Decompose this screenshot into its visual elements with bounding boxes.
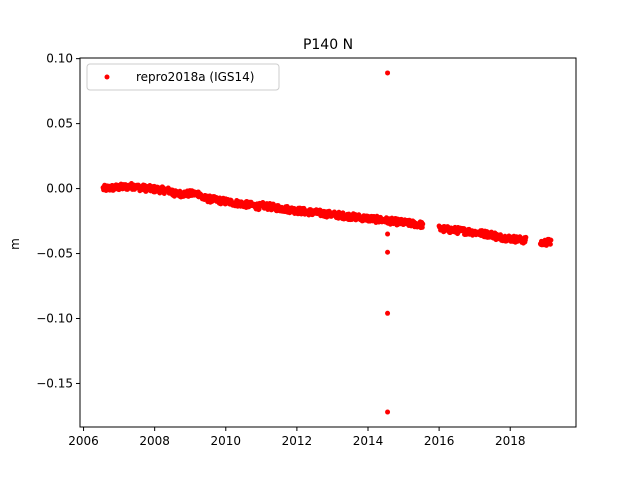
outlier-point (385, 70, 391, 76)
legend-box (86, 63, 280, 91)
y-tick-label: −0.05 (36, 247, 73, 261)
y-tick-label: −0.15 (36, 376, 73, 390)
x-tick-label: 2018 (495, 434, 526, 448)
x-tick-label: 2014 (353, 434, 384, 448)
legend-label: repro2018a (IGS14) (136, 70, 254, 84)
data-point (420, 221, 426, 227)
y-tick-label: −0.10 (36, 312, 73, 326)
x-tick-label: 2010 (211, 434, 242, 448)
data-point (548, 237, 554, 243)
legend: repro2018a (IGS14) (86, 63, 280, 91)
x-tick-label: 2008 (139, 434, 170, 448)
y-tick-label: 0.10 (46, 52, 73, 66)
y-tick-label: 0.00 (46, 182, 73, 196)
x-tick-label: 2012 (282, 434, 313, 448)
x-tick-label: 2006 (68, 434, 99, 448)
outlier-point (385, 249, 391, 255)
data-points (100, 70, 554, 415)
plot-frame (79, 57, 577, 428)
data-point (523, 234, 529, 240)
data-point (340, 210, 346, 216)
outlier-point (385, 409, 391, 415)
outlier-point (385, 310, 391, 316)
y-axis-label: m (8, 238, 22, 250)
y-tick-label: 0.05 (46, 117, 73, 131)
data-point (547, 241, 553, 247)
x-tick-label: 2016 (424, 434, 455, 448)
y-axis-ticks: 0.10 0.05 0.00 −0.05 −0.10 −0.15 (36, 52, 80, 390)
x-axis-ticks: 2006 2008 2010 2012 2014 2016 2018 (68, 427, 525, 448)
chart-title: P140 N (303, 37, 353, 53)
outlier-point (385, 231, 391, 237)
legend-marker-dot (104, 74, 110, 80)
